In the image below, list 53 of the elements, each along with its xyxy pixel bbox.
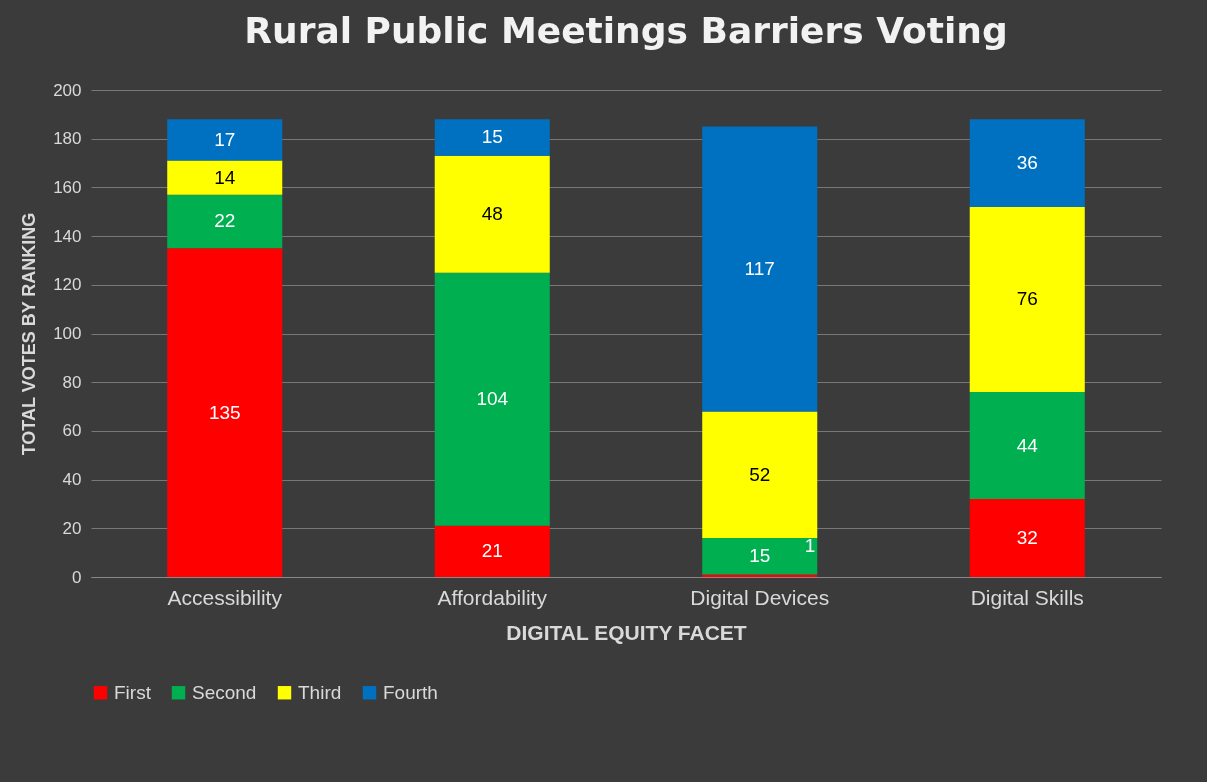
data-label: 36: [1016, 152, 1038, 174]
y-tick-label: 80: [62, 372, 82, 392]
data-label: 22: [214, 210, 236, 232]
bar: [969, 391, 1085, 500]
bar: [702, 126, 818, 412]
y-tick-label: 180: [53, 129, 82, 149]
y-tick-label: 20: [62, 518, 82, 538]
chart-title: Rural Public Meetings Barriers Voting: [244, 10, 1008, 51]
legend-label: Third: [298, 681, 342, 703]
y-tick-label: 160: [53, 177, 82, 197]
x-tick-label: Digital Devices: [690, 585, 830, 609]
y-axis-title: TOTAL VOTES BY RANKING: [19, 212, 40, 456]
x-tick-label: Digital Skills: [970, 585, 1084, 609]
bar: [969, 499, 1085, 577]
x-axis-title: DIGITAL EQUITY FACET: [506, 620, 747, 644]
data-label: 14: [214, 166, 236, 188]
data-label: 44: [1016, 434, 1039, 456]
bar: [167, 160, 283, 195]
data-label: 76: [1016, 288, 1038, 310]
x-tick-label: Accessibility: [167, 585, 283, 609]
bar: [167, 194, 283, 249]
legend-label: First: [114, 681, 152, 703]
bar: [434, 525, 550, 577]
data-label: 32: [1016, 527, 1038, 549]
bar: [167, 119, 283, 161]
y-tick-label: 100: [53, 324, 82, 343]
y-tick-label: 40: [62, 470, 82, 490]
bar: [434, 155, 550, 273]
data-label: 21: [481, 540, 503, 562]
bar: [969, 119, 1085, 207]
data-label: 117: [744, 257, 775, 279]
bar: [434, 272, 550, 526]
data-label: 17: [214, 128, 236, 150]
y-tick-label: 200: [53, 80, 82, 100]
y-tick-label: 140: [53, 226, 82, 246]
bar: [434, 119, 550, 156]
data-label: 48: [481, 203, 503, 225]
data-label: 135: [208, 401, 241, 423]
data-label: 104: [476, 388, 509, 410]
legend-label: Second: [192, 681, 257, 703]
y-tick-label: 0: [72, 567, 82, 587]
bar: [702, 411, 818, 539]
data-label: 52: [749, 463, 771, 485]
bar: [969, 206, 1085, 392]
x-tick-label: Affordability: [437, 585, 548, 609]
data-label: 15: [749, 545, 771, 567]
bar: [167, 248, 283, 577]
y-tick-label: 60: [62, 421, 82, 441]
y-tick-label: 120: [53, 275, 82, 295]
bar: [702, 538, 818, 575]
legend-label: Fourth: [383, 681, 438, 703]
data-label: 1: [804, 534, 816, 556]
data-label: 15: [481, 126, 503, 148]
